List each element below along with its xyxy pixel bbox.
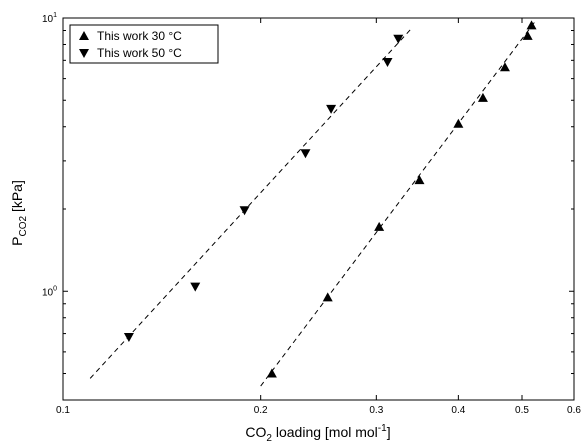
x-axis-label-rest: loading [mol mol bbox=[272, 424, 378, 440]
x-tick-label: 0.2 bbox=[254, 405, 268, 416]
x-axis-ticks: 0.1 0.2 0.3 0.4 0.5 0.6 bbox=[56, 18, 581, 416]
legend-marker-50c bbox=[79, 49, 89, 58]
legend: This work 30 °C This work 50 °C bbox=[69, 24, 219, 64]
x-tick-label: 0.6 bbox=[567, 405, 581, 416]
x-axis-label-end: ] bbox=[387, 424, 391, 440]
data-point-50c bbox=[393, 34, 404, 44]
data-point-30c bbox=[526, 20, 537, 30]
x-tick-label: 0.4 bbox=[451, 405, 465, 416]
data-point-30c bbox=[453, 118, 464, 128]
fit-line bbox=[89, 27, 413, 379]
fit-lines bbox=[89, 20, 537, 387]
y-axis-label-main: P bbox=[9, 237, 25, 246]
x-tick-label: 0.5 bbox=[515, 405, 529, 416]
legend-box bbox=[69, 24, 219, 64]
data-point-50c bbox=[382, 58, 393, 68]
data-markers bbox=[123, 20, 537, 378]
x-axis-label: CO2 loading [mol mol-1] bbox=[245, 423, 390, 441]
data-point-50c bbox=[300, 149, 311, 159]
legend-entry-label: This work 30 °C bbox=[97, 29, 182, 43]
x-axis-label-sup: -1 bbox=[378, 423, 387, 434]
x-tick-label: 0.1 bbox=[56, 405, 70, 416]
legend-entry-label: This work 50 °C bbox=[97, 46, 182, 60]
y-axis-ticks: 100 101 bbox=[42, 12, 574, 401]
data-point-50c bbox=[326, 104, 337, 114]
data-point-30c bbox=[374, 221, 385, 231]
fit-line bbox=[260, 20, 537, 387]
y-tick-label: 101 bbox=[42, 12, 57, 25]
y-tick-label: 100 bbox=[42, 285, 57, 298]
data-point-50c bbox=[239, 206, 250, 216]
data-point-30c bbox=[522, 30, 533, 40]
plot-area bbox=[62, 17, 575, 401]
data-point-30c bbox=[414, 175, 425, 185]
legend-marker-30c bbox=[79, 31, 89, 40]
y-axis-label-rest: [kPa] bbox=[9, 180, 25, 216]
x-axis-label-main: CO bbox=[245, 424, 266, 440]
x-tick-label: 0.3 bbox=[369, 405, 383, 416]
plot-frame bbox=[62, 17, 575, 401]
data-point-50c bbox=[190, 282, 201, 292]
data-point-30c bbox=[322, 292, 333, 302]
data-point-30c bbox=[266, 368, 277, 378]
y-axis-label: PCO2 [kPa] bbox=[9, 180, 29, 246]
data-point-30c bbox=[477, 92, 488, 102]
y-axis-label-sub: CO2 bbox=[18, 216, 29, 237]
x-axis-label-sub: 2 bbox=[266, 433, 272, 441]
data-point-30c bbox=[499, 62, 510, 72]
data-point-50c bbox=[123, 333, 134, 343]
